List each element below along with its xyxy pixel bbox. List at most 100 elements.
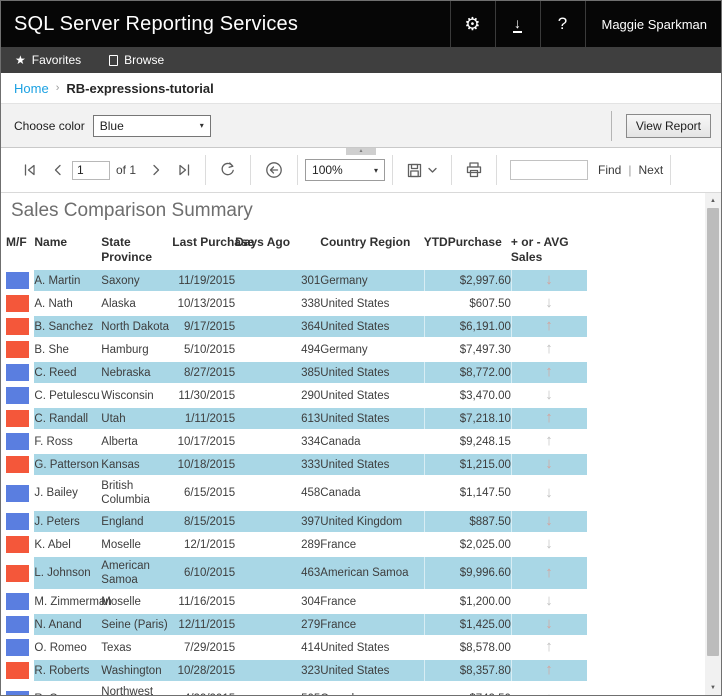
cell-days-ago: 505	[235, 682, 321, 695]
export-button[interactable]	[400, 162, 444, 179]
cell-country: United Kingdom	[320, 510, 424, 534]
scroll-down-button[interactable]: ▼	[705, 680, 721, 695]
col-header-country: Country Region	[320, 235, 411, 249]
cell-ytd-purchase: $742.50	[423, 682, 511, 695]
cell-ytd-purchase: $1,147.50	[423, 476, 511, 511]
refresh-button[interactable]	[213, 161, 243, 179]
page-number-input[interactable]	[72, 160, 110, 180]
table-row: J. Peters England 8/15/2015 397 United K…	[6, 510, 587, 534]
print-button[interactable]	[459, 161, 489, 179]
vertical-scrollbar[interactable]: ▲ ▼	[705, 193, 721, 695]
cell-state: Alberta	[101, 430, 173, 454]
cell-last-purchase: 6/10/2015	[172, 556, 236, 591]
last-page-button[interactable]	[170, 162, 198, 178]
cell-last-purchase: 10/13/2015	[172, 292, 236, 316]
col-header-mf: M/F	[6, 235, 27, 249]
view-report-button[interactable]: View Report	[625, 113, 711, 138]
cell-last-purchase: 10/17/2015	[172, 430, 236, 454]
cell-name: F. Ross	[34, 430, 102, 454]
back-group	[251, 156, 297, 184]
next-link[interactable]: Next	[638, 163, 664, 177]
cell-days-ago: 301	[235, 270, 321, 293]
download-button[interactable]: ↓	[494, 1, 540, 47]
cell-ytd-purchase: $2,997.60	[423, 270, 511, 293]
zoom-select[interactable]: 100% ▾	[305, 159, 386, 181]
cell-country: United States	[320, 636, 424, 660]
table-row: F. Ross Alberta 10/17/2015 334 Canada $9…	[6, 430, 587, 454]
scroll-up-button[interactable]: ▲	[705, 193, 721, 208]
find-link[interactable]: Find	[598, 163, 622, 177]
toolbar-separator	[392, 155, 394, 185]
zoom-group: 100% ▾	[298, 156, 392, 184]
settings-button[interactable]: ⚙	[449, 1, 495, 47]
user-name: Maggie Sparkman	[601, 16, 708, 32]
report-body: Sales Comparison Summary M/F Name State …	[1, 193, 705, 695]
table-row: N. Anand Seine (Paris) 12/11/2015 279 Fr…	[6, 613, 587, 637]
nav-browse[interactable]: Browse	[95, 47, 178, 73]
gender-color-swatch	[6, 433, 29, 450]
find-next-divider: |	[628, 163, 632, 177]
gender-color-swatch	[6, 484, 29, 502]
col-header-name: Name	[34, 235, 68, 249]
first-page-button[interactable]	[16, 162, 44, 178]
trend-arrow-icon: ↓	[545, 690, 553, 696]
breadcrumb-separator: ›	[55, 82, 60, 94]
cell-ytd-purchase: $3,470.00	[423, 384, 511, 408]
chevron-down-icon: ▾	[374, 165, 379, 175]
table-row: L. Johnson American Samoa 6/10/2015 463 …	[6, 556, 587, 591]
cell-name: C. Petulescu	[34, 384, 102, 408]
color-select[interactable]: Blue ▾	[92, 114, 211, 137]
gender-color-swatch	[6, 341, 29, 358]
next-page-button[interactable]	[142, 162, 170, 178]
cell-name: O. Romeo	[34, 636, 102, 660]
table-row: K. Abel Moselle 12/1/2015 289 France $2,…	[6, 533, 587, 557]
gender-color-swatch	[6, 536, 29, 553]
nav-favorites[interactable]: ★ Favorites	[1, 47, 95, 73]
chevron-down-icon: ▾	[199, 121, 204, 130]
trend-arrow-icon: ↓	[545, 483, 553, 501]
cell-country: United States	[320, 315, 424, 339]
collapse-parameters-handle[interactable]: ▲	[346, 148, 376, 155]
cell-days-ago: 364	[235, 315, 321, 339]
cell-country: Canada	[320, 476, 424, 511]
cell-days-ago: 458	[235, 476, 321, 511]
cell-ytd-purchase: $7,218.10	[423, 407, 511, 431]
gender-color-swatch	[6, 295, 29, 312]
previous-page-button[interactable]	[44, 162, 72, 178]
cell-name: A. Martin	[34, 270, 102, 293]
table-row: C. Reed Nebraska 8/27/2015 385 United St…	[6, 361, 587, 385]
help-button[interactable]: ?	[539, 1, 585, 47]
cell-country: Canada	[320, 430, 424, 454]
toolbar-separator	[205, 155, 207, 185]
cell-last-purchase: 10/18/2015	[172, 453, 236, 477]
pager-group: of 1	[9, 156, 205, 184]
back-to-parent-button[interactable]	[258, 160, 290, 180]
cell-ytd-purchase: $8,357.80	[423, 659, 511, 683]
cell-ytd-purchase: $887.50	[423, 510, 511, 534]
cell-last-purchase: 7/29/2015	[172, 636, 236, 660]
cell-ytd-purchase: $607.50	[423, 292, 511, 316]
breadcrumb-home-link[interactable]: Home	[14, 80, 49, 96]
cell-last-purchase: 8/15/2015	[172, 510, 236, 534]
choose-color-label: Choose color	[14, 118, 85, 133]
trend-arrow-icon: ↑	[545, 638, 553, 655]
breadcrumb: Home › RB-expressions-tutorial	[1, 73, 721, 104]
user-menu[interactable]: Maggie Sparkman	[584, 1, 722, 47]
find-text-input[interactable]	[510, 160, 589, 180]
cell-ytd-purchase: $6,191.00	[423, 315, 511, 339]
gender-color-swatch	[6, 318, 29, 335]
cell-name: N. Anand	[34, 613, 102, 637]
cell-state: British Columbia	[101, 476, 173, 511]
cell-state: Texas	[101, 636, 173, 660]
browse-icon	[109, 54, 119, 66]
gear-icon: ⚙	[464, 13, 481, 34]
scrollbar-thumb[interactable]	[707, 208, 719, 656]
cell-state: North Dakota	[101, 315, 173, 339]
trend-arrow-icon: ↑	[545, 563, 553, 581]
export-group	[393, 156, 451, 184]
header-actions: ⚙ ↓ ? Maggie Sparkman	[449, 1, 722, 47]
cell-country: United States	[320, 659, 424, 683]
cell-days-ago: 289	[235, 533, 321, 557]
cell-last-purchase: 4/29/2015	[172, 682, 236, 695]
